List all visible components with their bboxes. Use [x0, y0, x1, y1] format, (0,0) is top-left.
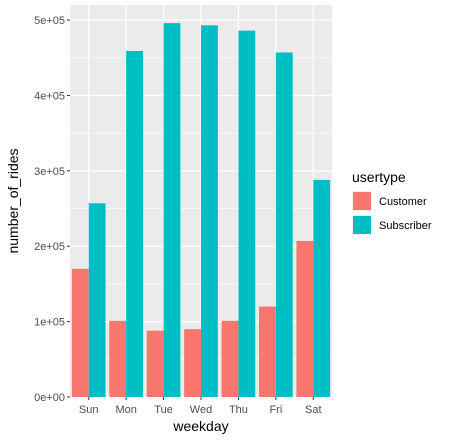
bar-subscriber-wed: [201, 25, 218, 397]
x-tick-label: Mon: [115, 404, 136, 416]
x-axis: Sun Mon Tue Wed Thu Fri Sat: [79, 397, 322, 416]
bar-subscriber-mon: [126, 50, 143, 397]
legend-label-subscriber: Subscriber: [379, 220, 432, 232]
x-tick-label: Wed: [190, 404, 212, 416]
y-axis: 0e+00 1e+05 2e+05 3e+05 4e+05 5e+05: [34, 15, 70, 404]
legend-label-customer: Customer: [379, 196, 427, 208]
bar-customer-sun: [71, 268, 89, 397]
x-tick-label: Thu: [229, 404, 248, 416]
bar-subscriber-thu: [238, 30, 256, 398]
x-tick-label: Sat: [305, 404, 322, 416]
bar-customer-fri: [259, 306, 276, 397]
legend-title: usertype: [352, 169, 406, 185]
bar-customer-thu: [221, 320, 239, 397]
x-tick-label: Fri: [269, 404, 282, 416]
bar-subscriber-fri: [275, 52, 293, 397]
legend: usertype Customer Subscriber: [352, 169, 432, 235]
y-tick-label: 0e+00: [34, 392, 65, 404]
y-tick-label: 3e+05: [34, 166, 65, 178]
y-tick-label: 5e+05: [34, 15, 65, 27]
bar-customer-wed: [184, 329, 201, 397]
legend-swatch-subscriber: [353, 216, 371, 234]
legend-swatch-customer: [353, 192, 371, 210]
x-tick-label: Tue: [154, 404, 173, 416]
y-axis-title: number_of_rides: [5, 148, 21, 253]
bar-subscriber-tue: [163, 23, 181, 397]
bar-customer-tue: [146, 330, 164, 397]
bars: [71, 23, 331, 398]
y-tick-label: 4e+05: [34, 90, 65, 102]
bar-customer-mon: [109, 320, 127, 397]
x-axis-title: weekday: [172, 418, 228, 434]
x-tick-label: Sun: [79, 404, 99, 416]
y-tick-label: 1e+05: [34, 317, 65, 329]
y-tick-label: 2e+05: [34, 241, 65, 253]
bar-subscriber-sat: [313, 179, 331, 397]
bar-customer-sat: [296, 240, 314, 397]
bar-subscriber-sun: [88, 203, 106, 397]
